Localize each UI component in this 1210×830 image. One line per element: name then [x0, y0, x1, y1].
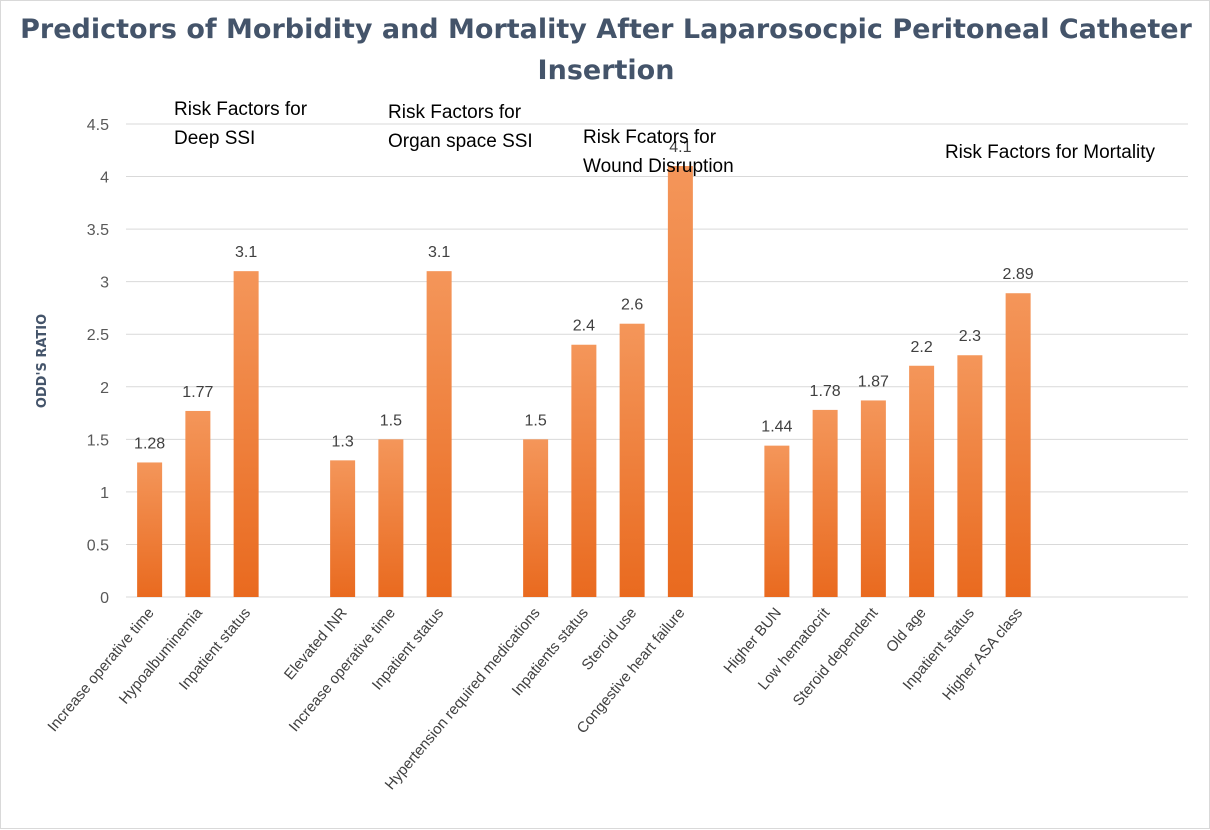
y-axis-label: ODD'S RATIO [35, 314, 50, 408]
data-label: 1.77 [182, 384, 213, 401]
data-label: 1.5 [525, 412, 547, 429]
bar [523, 439, 549, 597]
data-label: 1.28 [134, 435, 165, 452]
data-label: 1.44 [761, 419, 792, 436]
data-label: 2.2 [911, 339, 933, 356]
bar [764, 445, 790, 597]
group-label: Risk Factors for Mortality [945, 142, 1156, 163]
data-label: 2.3 [959, 328, 981, 345]
y-tick-label: 4 [100, 170, 109, 187]
group-label: Risk Fcators for Wound Disruption [583, 127, 734, 177]
y-tick-label: 4.5 [87, 117, 109, 134]
data-label: 1.78 [810, 383, 841, 400]
bar [426, 271, 452, 597]
y-tick-label: 0 [100, 590, 109, 607]
y-tick-label: 3.5 [87, 222, 109, 239]
data-label: 2.4 [573, 318, 595, 335]
bar [619, 323, 645, 597]
data-label: 3.1 [428, 244, 450, 261]
group-label: Risk Factors for Deep SSI [174, 99, 308, 149]
group-label-line: Risk Factors for [388, 102, 522, 123]
category-label: Hypertension required medications [382, 605, 544, 793]
bar [330, 460, 356, 597]
y-tick-label: 2 [100, 380, 109, 397]
data-label: 1.87 [858, 373, 889, 390]
bars [137, 166, 1031, 598]
group-label-line: Risk Fcators for [583, 127, 717, 148]
chart-title: Predictors of Morbidity and Mortality Af… [20, 14, 1192, 86]
y-axis-ticks: 0 0.5 1 1.5 2 2.5 3 3.5 4 4.5 [87, 117, 109, 607]
bar [860, 400, 886, 597]
category-label: Steroid dependent [790, 604, 882, 709]
group-label-line: Deep SSI [174, 128, 255, 149]
data-label: 1.3 [332, 433, 354, 450]
data-label: 1.5 [380, 412, 402, 429]
y-tick-label: 0.5 [87, 537, 109, 554]
y-tick-label: 2.5 [87, 327, 109, 344]
group-label-line: Organ space SSI [388, 131, 533, 152]
category-labels: Increase operative timeHypoalbuminemiaIn… [44, 604, 1026, 793]
category-label: Old age [883, 605, 930, 656]
data-label: 2.6 [621, 297, 643, 314]
y-tick-label: 3 [100, 275, 109, 292]
data-labels: 1.28 1.77 3.1 1.3 1.5 3.1 1.5 2.4 2.6 4.1 1.44 1.78… [134, 139, 1034, 452]
group-label: Risk Factors for Organ space SSI [388, 102, 533, 152]
bar [1005, 293, 1031, 597]
bar [233, 271, 259, 597]
category-label: Hypoalbuminemia [116, 604, 207, 707]
bar [378, 439, 404, 597]
y-tick-label: 1.5 [87, 432, 109, 449]
group-label-line: Risk Factors for Mortality [945, 142, 1156, 163]
group-label-line: Wound Disruption [583, 156, 734, 177]
bar [571, 344, 597, 597]
bar [667, 166, 693, 598]
group-label-line: Risk Factors for [174, 99, 308, 120]
bar [185, 410, 211, 597]
data-label: 4.1 [669, 139, 691, 156]
bar [812, 409, 838, 597]
bar [909, 365, 935, 597]
y-tick-label: 1 [100, 485, 109, 502]
bar [957, 355, 983, 597]
data-label: 3.1 [235, 244, 257, 261]
bar [137, 462, 163, 597]
data-label: 2.89 [1003, 266, 1034, 283]
